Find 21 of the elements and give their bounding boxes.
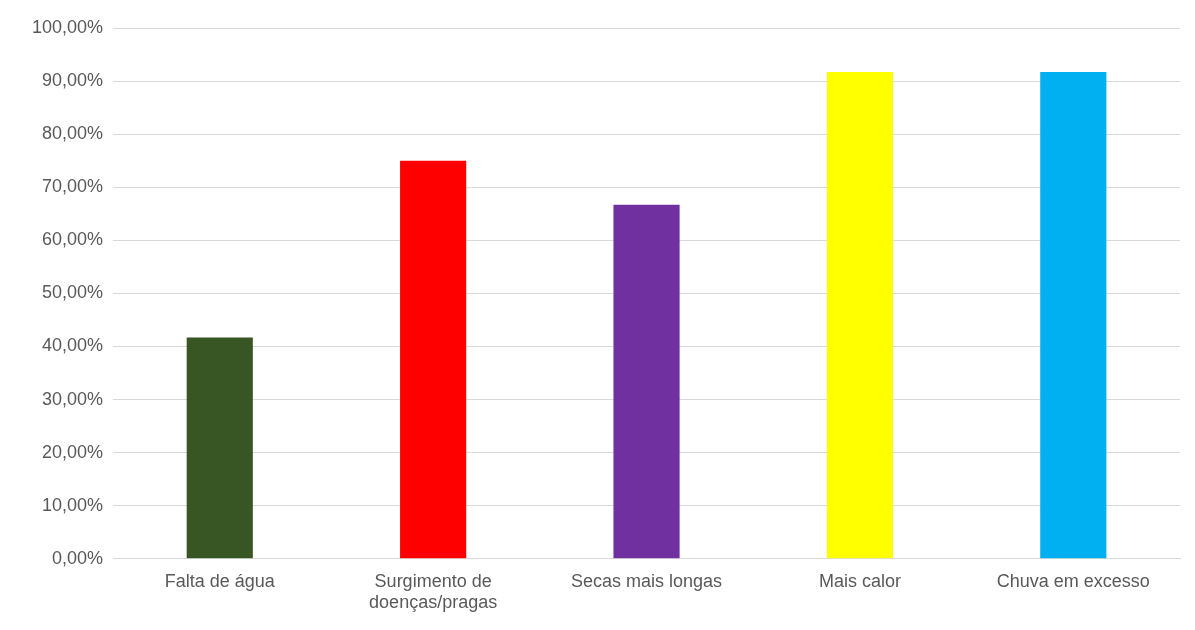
y-tick-label: 0,00%	[52, 547, 104, 568]
y-tick-label: 40,00%	[42, 335, 104, 356]
y-tick-label: 100,00%	[32, 16, 104, 37]
y-tick-label: 30,00%	[42, 388, 104, 409]
bar	[400, 160, 467, 559]
y-tick-label: 60,00%	[42, 229, 104, 250]
x-tick-label: Chuva em excesso	[996, 570, 1150, 591]
y-tick-label: 10,00%	[42, 494, 104, 515]
x-tick-label: Secas mais longas	[570, 570, 723, 591]
x-tick-label: Mais calor	[818, 570, 901, 591]
x-tick-label: Surgimento de doenças/pragas	[369, 570, 498, 613]
bar	[826, 72, 893, 559]
y-tick-label: 20,00%	[42, 441, 104, 462]
bar	[186, 337, 253, 559]
y-tick-label: 80,00%	[42, 123, 104, 144]
y-tick-label: 70,00%	[42, 176, 104, 197]
x-tick-label: Falta de água	[164, 570, 276, 591]
y-tick-label: 90,00%	[42, 70, 104, 91]
bar	[1040, 72, 1107, 559]
bar	[613, 204, 680, 559]
y-tick-label: 50,00%	[42, 282, 104, 303]
